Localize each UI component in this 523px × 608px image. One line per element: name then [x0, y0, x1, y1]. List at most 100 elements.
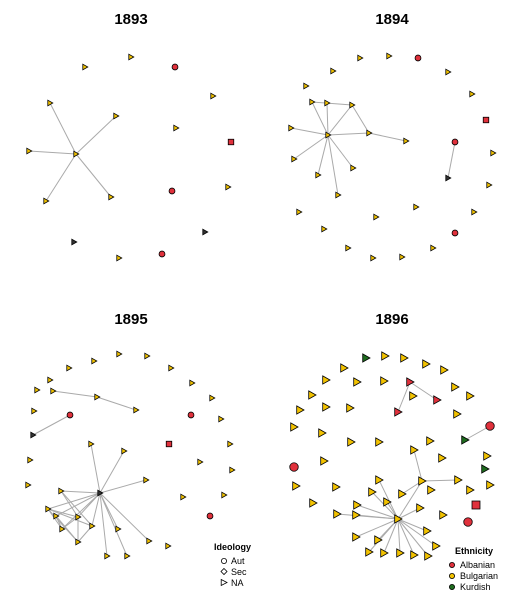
edge [447, 141, 456, 179]
panel-1894: 1894 [288, 11, 497, 262]
edge [327, 132, 370, 136]
node-triangle [373, 213, 380, 221]
node-triangle [26, 147, 33, 155]
node-triangle [303, 82, 310, 90]
edge [327, 134, 354, 169]
node-circle [414, 54, 422, 62]
legend-ethnicity-title: Ethnicity [455, 546, 493, 556]
node-square [165, 440, 173, 448]
edge [55, 515, 79, 543]
edge [355, 514, 399, 520]
node-triangle [350, 164, 357, 172]
node-triangle [433, 395, 442, 405]
node-triangle [370, 254, 377, 262]
node-triangle [104, 552, 111, 560]
node-triangle [466, 485, 475, 495]
nodes-1894 [288, 52, 497, 262]
node-triangle [209, 394, 216, 402]
node-triangle [349, 101, 356, 109]
node-triangle [59, 525, 66, 533]
node-triangle [424, 551, 433, 561]
node-triangle [325, 131, 332, 139]
legend-triangle-icon [220, 578, 228, 587]
node-circle [289, 462, 299, 472]
node-triangle [189, 379, 196, 387]
node-triangle [386, 52, 393, 60]
node-triangle [180, 493, 187, 501]
node-triangle [66, 364, 73, 372]
edge [368, 132, 407, 142]
node-triangle [165, 542, 172, 550]
legend-ideology-label-na: NA [231, 578, 244, 588]
node-triangle [288, 124, 295, 132]
node-triangle [31, 407, 38, 415]
edge [326, 102, 329, 136]
node-triangle [143, 476, 150, 484]
edge [293, 134, 329, 160]
node-triangle [410, 550, 419, 560]
node-triangle [82, 63, 89, 71]
edge [60, 490, 101, 494]
edge [421, 479, 459, 482]
node-triangle [413, 203, 420, 211]
node-triangle [115, 525, 122, 533]
node-triangle [290, 422, 299, 432]
edge [90, 443, 101, 494]
node-circle [463, 517, 473, 527]
node-triangle [58, 487, 65, 495]
edge [397, 381, 411, 413]
legend-ideology-item-aut: Aut [220, 556, 245, 566]
node-triangle [94, 393, 101, 401]
node-triangle [416, 503, 425, 513]
node-triangle [322, 402, 331, 412]
node-triangle [221, 491, 228, 499]
node-triangle [47, 376, 54, 384]
node-triangle [380, 548, 389, 558]
node-square [227, 138, 235, 146]
node-triangle [73, 150, 80, 158]
node-circle [171, 63, 179, 71]
node-triangle [50, 387, 57, 395]
legend-ethnicity-label-albanian: Albanian [460, 560, 495, 570]
node-triangle [357, 54, 364, 62]
edge [397, 518, 437, 547]
edge [99, 492, 128, 557]
node-triangle [309, 98, 316, 106]
legend-ideology: Ideology Aut Sec NA [214, 542, 251, 588]
panel-1896: 1896 [289, 311, 495, 561]
node-triangle [398, 489, 407, 499]
node-triangle [481, 464, 490, 474]
panel-title-1894: 1894 [375, 11, 409, 28]
node-triangle [116, 254, 123, 262]
legend-ideology-label-aut: Aut [231, 556, 245, 566]
node-triangle [380, 376, 389, 386]
node-triangle [451, 382, 460, 392]
node-triangle [315, 171, 322, 179]
edge [75, 153, 112, 198]
node-circle [451, 138, 459, 146]
node-circle [168, 187, 176, 195]
node-triangle [225, 183, 232, 191]
node-triangle [34, 386, 41, 394]
node-triangle [438, 453, 447, 463]
node-triangle [399, 253, 406, 261]
node-circle [485, 421, 495, 431]
edge [75, 115, 117, 155]
panel-1895: 1895 [25, 311, 236, 560]
legend-ethnicity-item-kurdish: Kurdish [448, 582, 491, 592]
edge [99, 450, 125, 494]
edge [91, 492, 101, 527]
edge [397, 518, 428, 532]
node-triangle [418, 476, 427, 486]
node-triangle [362, 353, 371, 363]
edge [47, 508, 63, 530]
edge [464, 425, 491, 441]
legend-ideology-item-na: NA [220, 578, 244, 588]
legend-ideology-item-sec: Sec [220, 567, 247, 577]
edge [60, 490, 79, 518]
node-triangle [368, 487, 377, 497]
node-triangle [375, 475, 384, 485]
panel-title-1893: 1893 [114, 11, 147, 28]
node-triangle [210, 92, 217, 100]
node-triangle [227, 440, 234, 448]
